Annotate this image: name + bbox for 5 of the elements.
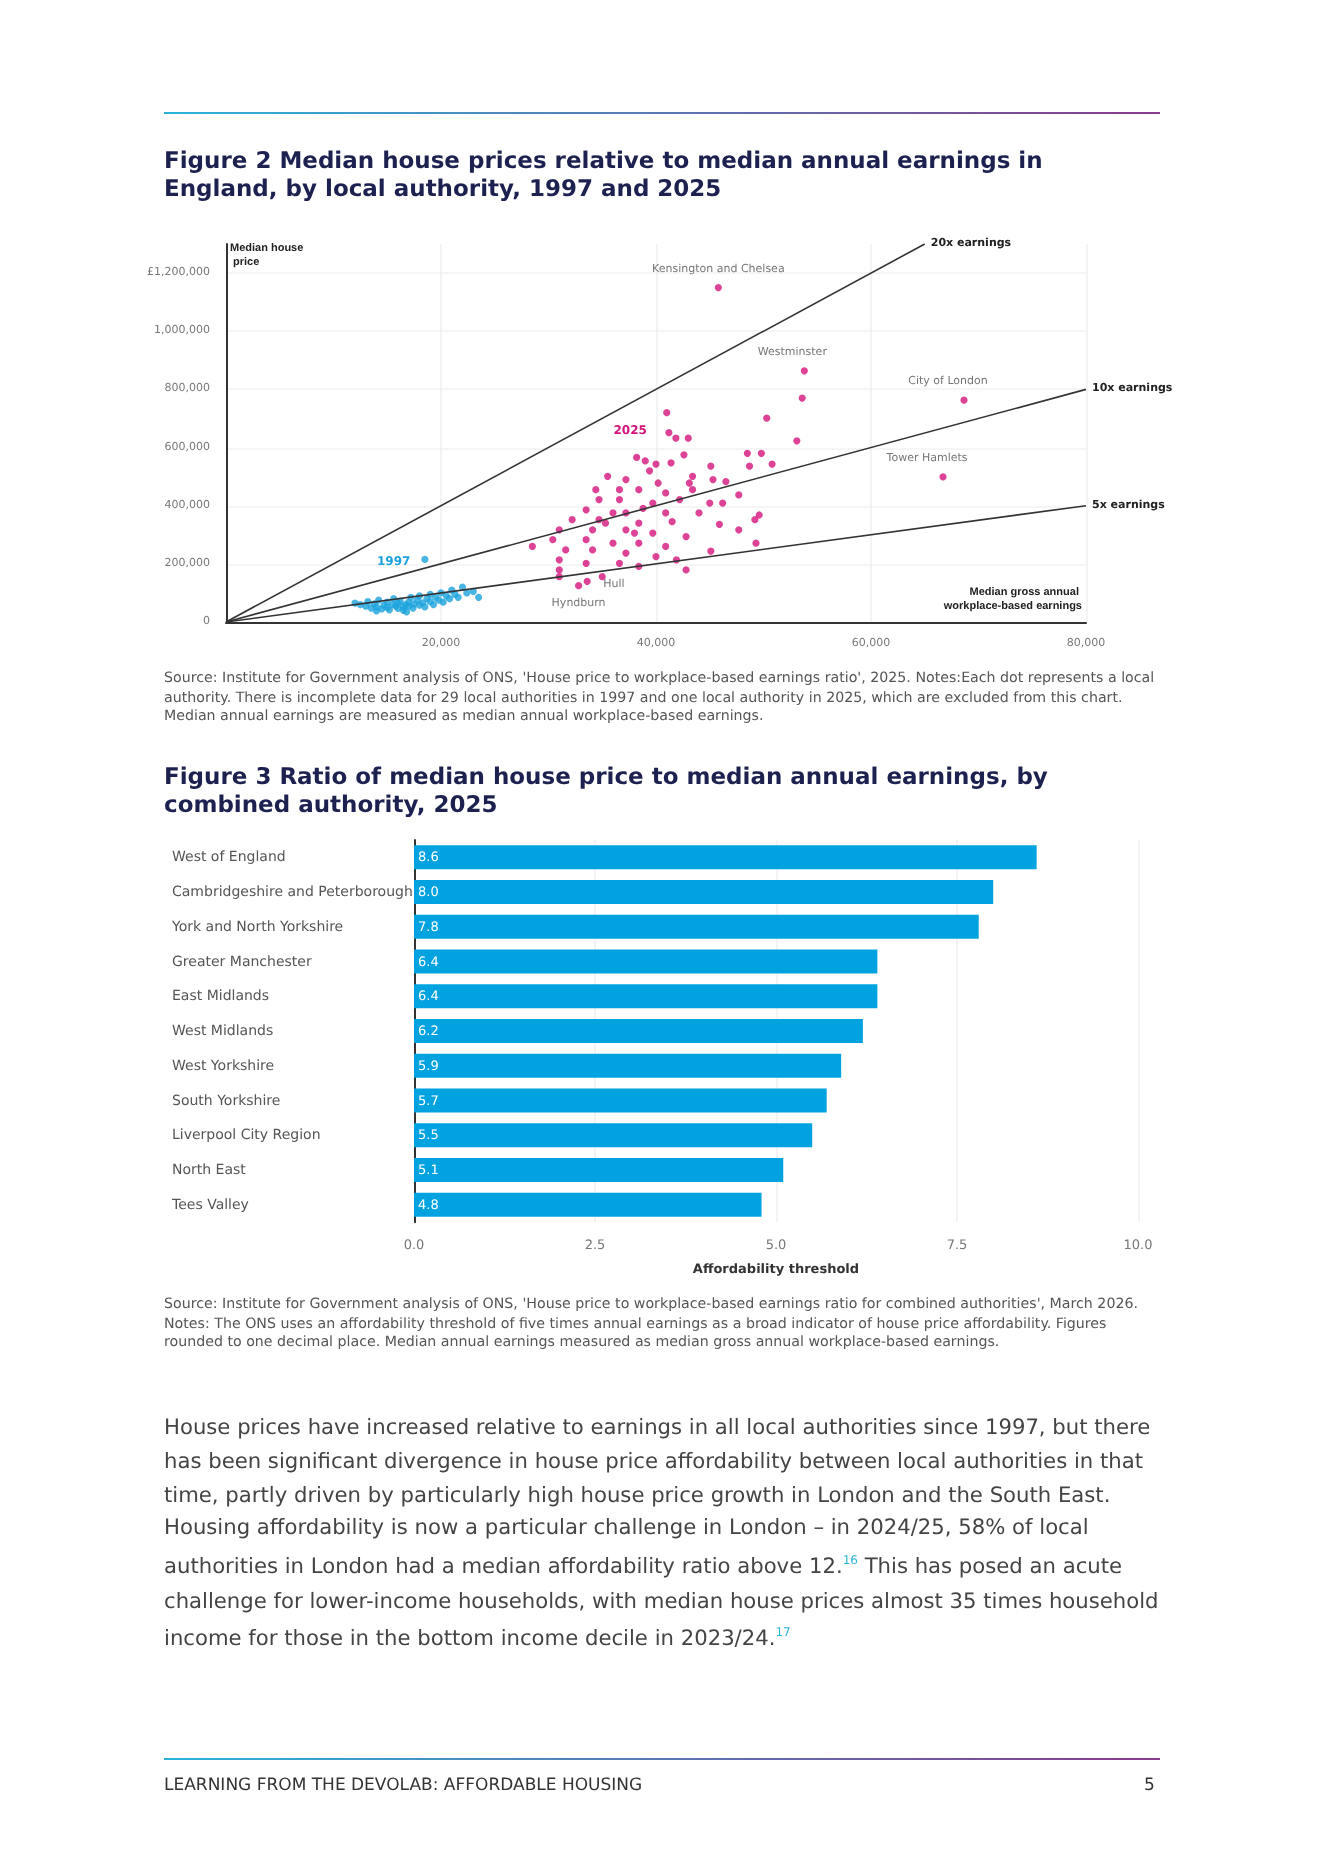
text: LEARNING FROM THE DEVOLAB: AFFORDABLE HOUSING xyxy=(164,1776,643,1796)
chart-title: Figure 3 Ratio of median house price to median annual earnings, by combined authority, 2025 xyxy=(164,762,1050,818)
chart-title: Figure 2 Median house prices relative to median annual earnings in England, by local authority, 1997 and 2025 xyxy=(164,146,1045,202)
text: 5 xyxy=(1144,1776,1155,1796)
text: House prices have increased relative to earnings in all local authorities since 1997, but there has been significant divergence in house price affordability between local authorities in that time, partly driven by particularly high house price growth in London and the South East. Housing affordability is now a particular challenge in London – in 2024/25, 58% of local authorities in London had a median affordability ratio above 12.$^{16}$ This has posed an acute challenge for lower-income households, with median house prices almost 35 times household income for those in the bottom income decile in 2023/24.$^{17}$ xyxy=(164,1416,1159,1652)
